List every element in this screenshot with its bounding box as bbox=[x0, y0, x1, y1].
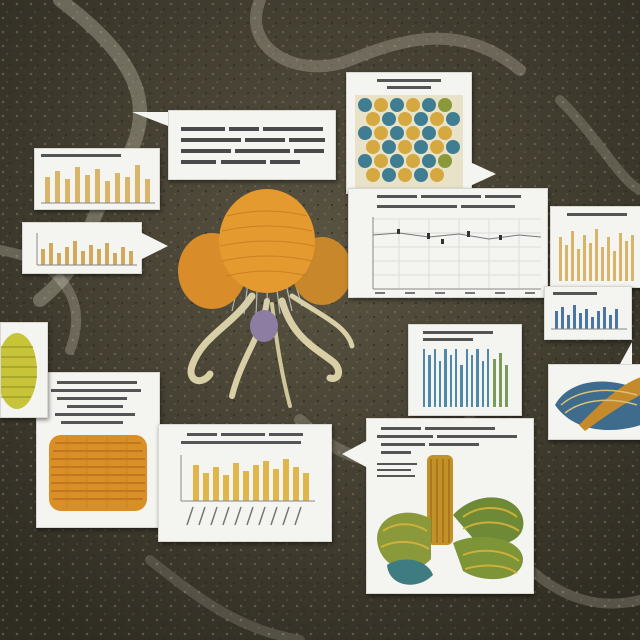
lower-left-specimen-card bbox=[36, 372, 160, 528]
left-edge-specimen-card bbox=[0, 322, 48, 418]
callout-pointer bbox=[470, 162, 496, 186]
far-right-bar-chart-card bbox=[550, 206, 640, 288]
far-right-blue-chart-card bbox=[544, 286, 632, 340]
top-right-honeycomb-card bbox=[346, 72, 472, 194]
callout-pointer bbox=[620, 342, 632, 364]
center-right-barcode-chart-card bbox=[408, 324, 522, 416]
callout-pointer bbox=[342, 440, 368, 468]
top-center-text-note bbox=[168, 110, 336, 180]
lower-right-specimen-card bbox=[366, 418, 534, 594]
top-left-bar-chart-card bbox=[34, 148, 160, 210]
central-specimen-illustration bbox=[178, 189, 355, 408]
right-edge-specimen-card bbox=[548, 364, 640, 440]
lower-center-bar-chart-card bbox=[158, 424, 332, 542]
left-bar-chart-card bbox=[22, 222, 142, 274]
callout-pointer bbox=[132, 112, 168, 126]
callout-pointer bbox=[140, 232, 168, 260]
right-line-chart-card bbox=[348, 188, 548, 298]
